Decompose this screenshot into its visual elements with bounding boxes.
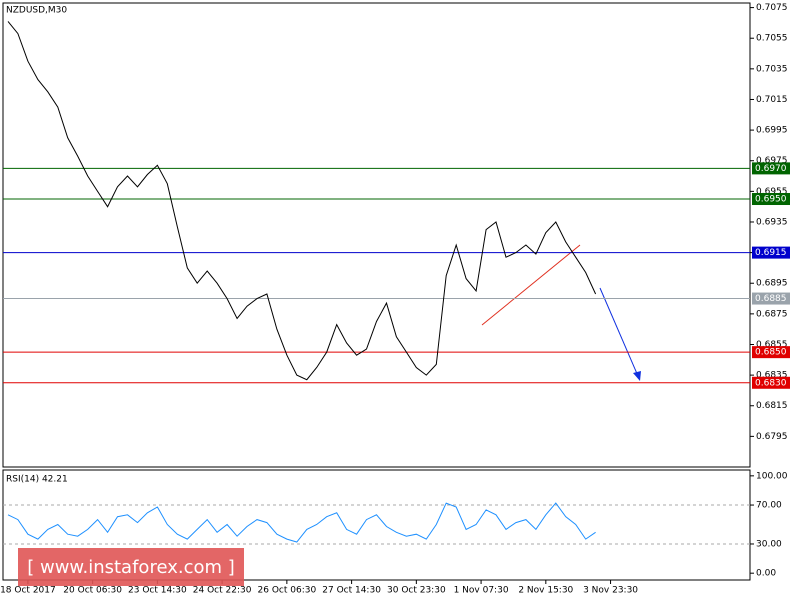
x-tick-label: 24 Oct 22:30 [193,586,252,596]
y-tick-label: 0.6995 [756,126,788,136]
forecast-arrow [599,287,639,377]
level-label-box [752,193,790,206]
x-tick-label: 30 Oct 23:30 [387,586,446,596]
y-tick-label: 0.6835 [756,371,788,381]
level-label: 0.6830 [755,378,787,388]
level-label-box [752,376,790,389]
trend-line [481,244,581,326]
y-tick-label: 0.6855 [756,340,788,350]
y-tick-label: 0.7055 [756,34,788,44]
y-tick-label: 100.00 [756,471,788,481]
level-label-box [752,346,790,359]
series-line [7,502,596,543]
level-label-box [752,246,790,259]
x-tick-label: 27 Oct 14:30 [322,586,381,596]
x-tick-label: 3 Nov 23:30 [583,586,638,596]
watermark-box [18,548,244,586]
y-tick-label: 0.6795 [756,432,788,442]
y-tick-label: 0.6955 [756,187,788,197]
watermark: [ www.instaforex.com ] [18,548,244,586]
y-tick-label: 0.6875 [756,309,788,319]
y-tick-label: 0.7075 [756,3,788,13]
y-tick-label: 0.6935 [756,217,788,227]
level-label: 0.6950 [755,195,787,205]
x-tick-label: 18 Oct 2017 [0,586,56,596]
y-tick-label: 30.00 [756,539,782,549]
arrow-head [633,371,641,381]
y-tick-label: 0.6975 [756,156,788,166]
price-panel [2,2,751,468]
series-line [7,21,597,381]
level-label: 0.6915 [755,248,787,258]
y-tick-label: 0.6815 [756,401,788,411]
y-tick-label: 70.00 [756,501,782,511]
watermark-text: [ www.instaforex.com ] [27,557,235,578]
x-tick-label: 2 Nov 15:30 [518,586,573,596]
x-tick-label: 20 Oct 06:30 [63,586,122,596]
y-tick-label: 0.7015 [756,95,788,105]
level-label: 0.6850 [755,348,787,358]
y-tick-label: 0.00 [756,569,776,579]
level-label-box [752,162,790,175]
level-label-box [752,292,790,305]
rsi-title: RSI(14) 42.21 [6,475,68,485]
price-title: NZDUSD,M30 [6,6,67,16]
level-label: 0.6970 [755,164,787,174]
y-tick-label: 0.6895 [756,279,788,289]
x-tick-label: 26 Oct 06:30 [258,586,317,596]
x-tick-label: 1 Nov 07:30 [454,586,509,596]
y-tick-label: 0.7035 [756,64,788,74]
level-label: 0.6885 [755,294,787,304]
x-tick-label: 23 Oct 14:30 [128,586,187,596]
rsi-panel [2,469,751,581]
